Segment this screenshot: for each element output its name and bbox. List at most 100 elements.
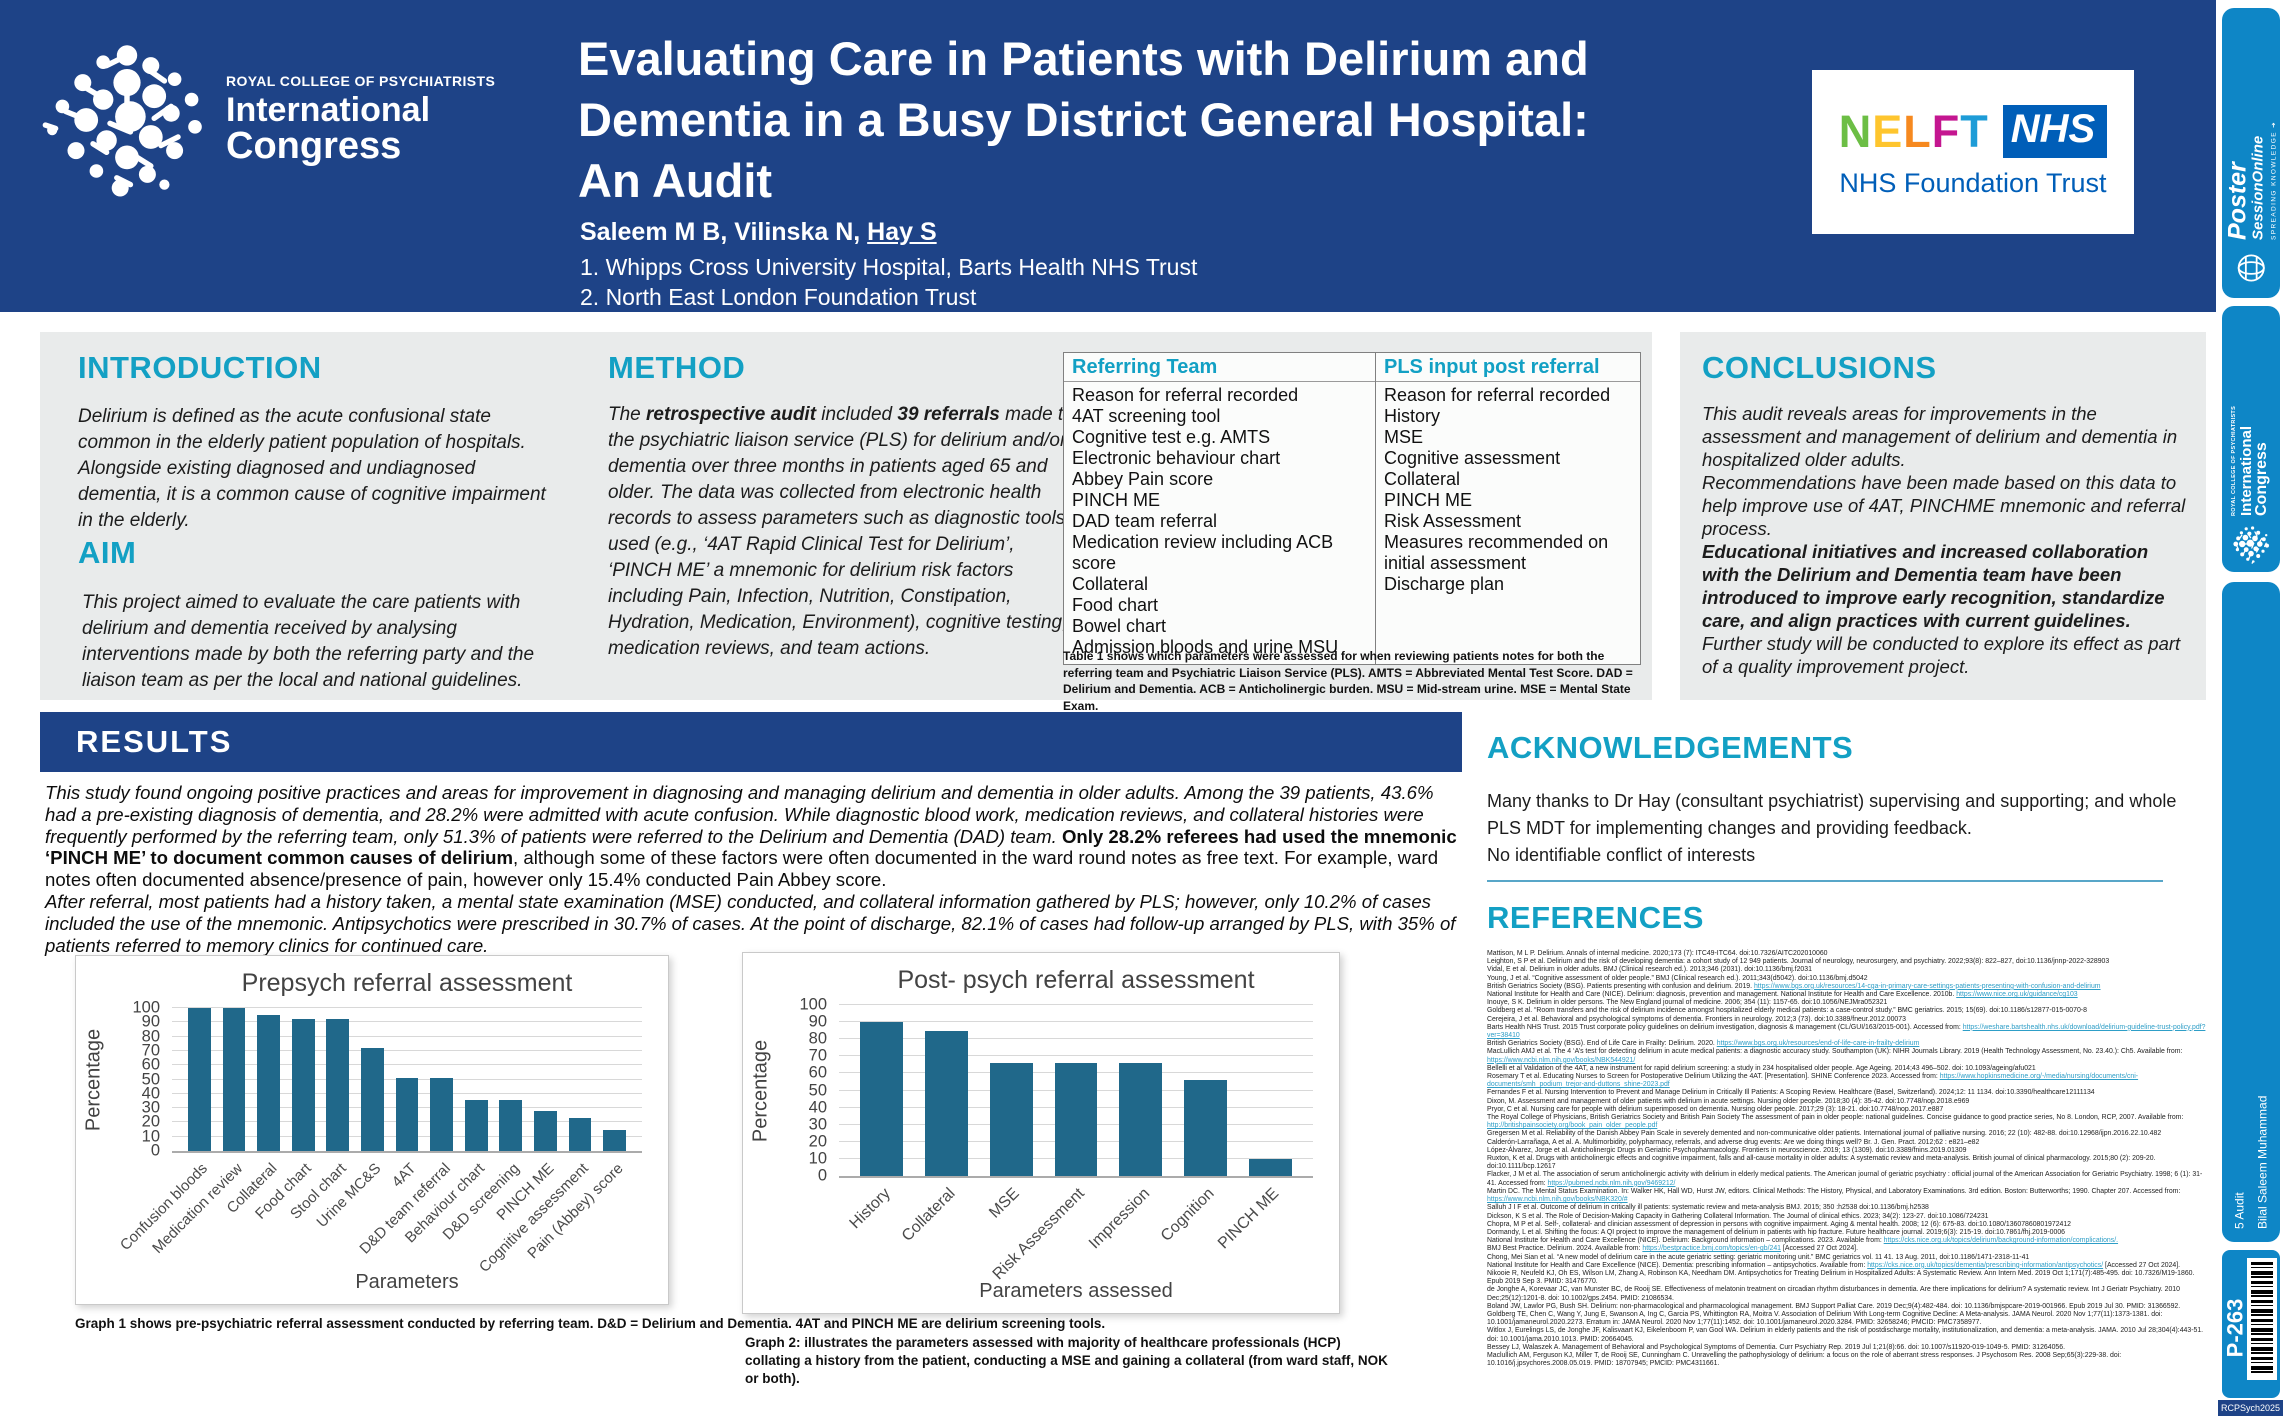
table-cell-line: Reason for referral recorded — [1072, 385, 1299, 405]
conclusions-body: This audit reveals areas for improvement… — [1702, 403, 2186, 677]
table-cell-line: Bowel chart — [1072, 616, 1167, 636]
nelft-nhs-logo: NELFT NHS NHS Foundation Trust — [1812, 70, 2134, 234]
session-label: 5 Audit — [2232, 1192, 2247, 1229]
reference-item: López-Álvarez, Jorge et al. Anticholiner… — [1487, 1146, 1967, 1154]
references-list: Mattison, M L P. Delirium. Annals of int… — [1487, 950, 2211, 1368]
reference-item: Calderón-Larrañaga, A et al. A. Multimor… — [1487, 1138, 1980, 1146]
x-category-label: MSE — [986, 1185, 1024, 1222]
poster-number-badge: P-263 — [2222, 1250, 2280, 1398]
reference-item: National Institute for Health and Care E… — [1487, 1261, 2181, 1269]
gridline — [172, 1021, 642, 1023]
reference-item: National Institute for Health and Care E… — [1487, 1237, 2119, 1245]
reference-item: Nikooie R, Neufeld KJ, Oh ES, Wilson LM,… — [1487, 1269, 2195, 1286]
chart-title: Post- psych referral assessment — [897, 966, 1255, 994]
table-cell-line: PINCH ME — [1072, 490, 1161, 510]
y-tick-label: 90 — [141, 1012, 160, 1031]
chart-bar — [326, 1019, 350, 1151]
congress-badge: ROYAL COLLEGE OF PSYCHIATRISTS Internati… — [2222, 306, 2280, 572]
barcode — [2247, 1258, 2277, 1380]
y-tick-label: 60 — [141, 1055, 160, 1074]
postpsych-bar-chart: Post- psych referral assessment Percentag… — [743, 953, 1339, 1313]
congress-line2: Congress — [226, 125, 402, 168]
reference-item: Vidal, E et al. Delirium in older adults… — [1487, 966, 1812, 974]
method-body: The retrospective audit included 39 refe… — [608, 404, 1074, 659]
reference-item: Bessey LJ, Walaszek A. Management of Beh… — [1487, 1343, 2065, 1351]
congress-line1: International — [226, 90, 431, 129]
chart-y-axis-label: Percentage — [749, 1039, 772, 1142]
table-cell-line: Medication review including ACB score — [1072, 532, 1334, 573]
y-tick-label: 20 — [808, 1132, 827, 1151]
figure-graph1: Prepsych referral assessment Percentage 0 1… — [75, 955, 669, 1305]
nhs-foundation-trust-label: NHS Foundation Trust — [1839, 168, 2107, 198]
y-tick-label: 0 — [817, 1166, 827, 1185]
chart-bar — [1054, 1063, 1098, 1176]
authors-text: Saleem M B, Vilinska N, — [580, 218, 868, 246]
table1: Referring Team Reason for referral recor… — [1063, 352, 1641, 665]
graph1-caption: Graph 1 shows pre-psychiatric referral a… — [75, 1316, 1106, 1331]
chart-bar — [989, 1063, 1033, 1176]
introduction-body: Delirium is defined as the acute confusi… — [78, 406, 546, 531]
gridline — [839, 1038, 1313, 1040]
chart-bar — [360, 1048, 384, 1151]
chart-bar — [1249, 1158, 1292, 1176]
table-cell-line: Food chart — [1072, 595, 1159, 615]
postersession-brand-top: Poster — [2223, 162, 2252, 240]
chart-bar — [257, 1015, 280, 1151]
brain-dots-icon — [2232, 525, 2270, 564]
reference-item: Witlox J, Eurelings LS, de Jonghe JF, Ka… — [1487, 1327, 2204, 1343]
y-tick-label: 60 — [808, 1063, 827, 1082]
chart-bar — [464, 1099, 488, 1151]
table1-pls-column: PLS input post referral Reason for refer… — [1376, 353, 1640, 664]
reference-item: MacLullich AMJ et al. The 4 ‘A’s test fo… — [1487, 1048, 2183, 1064]
postersession-brand-bottom: SessionOnline — [2249, 135, 2267, 240]
results-heading: RESULTS — [76, 724, 233, 759]
brain-dots-icon — [42, 26, 212, 214]
table1-referring-team-cells: Reason for referral recorded 4AT screenin… — [1072, 385, 1367, 658]
conclusions-heading: CONCLUSIONS — [1702, 350, 1937, 385]
chart-bar — [499, 1099, 523, 1151]
reference-item: Dixon, M. Assessment and management of o… — [1487, 1097, 1970, 1105]
y-tick-label: 80 — [808, 1029, 827, 1048]
chart-bar — [430, 1078, 453, 1151]
chart-bar — [291, 1019, 315, 1151]
table-cell-line: PINCH ME — [1384, 490, 1473, 510]
table1-referring-team-column: Referring Team Reason for referral recor… — [1064, 353, 1376, 664]
table-cell-line: Collateral — [1072, 574, 1149, 594]
table-cell-line: Reason for referral recorded — [1384, 385, 1611, 405]
chart-x-axis-label: Parameters assessed — [979, 1280, 1173, 1302]
table1-header-pls: PLS input post referral — [1376, 356, 1640, 382]
table-cell-line: Discharge plan — [1384, 574, 1505, 594]
globe-icon — [2237, 254, 2265, 282]
y-tick-label: 100 — [132, 998, 160, 1017]
table-cell-line: Admission bloods and urine MSU — [1072, 637, 1339, 657]
prepsych-bar-chart: Prepsych referral assessment Percentage 0 1… — [76, 956, 668, 1304]
gridline — [839, 1004, 1313, 1005]
table-cell-line: Cognitive test e.g. AMTS — [1072, 427, 1271, 447]
gridline — [172, 1064, 642, 1066]
header: ROYAL COLLEGE OF PSYCHIATRISTS Internati… — [0, 0, 2216, 312]
reference-item: British Geriatrics Society (BSG). Patien… — [1487, 982, 2101, 990]
acknowledgements-heading: ACKNOWLEDGEMENTS — [1487, 730, 1854, 765]
congress-logo: ROYAL COLLEGE OF PSYCHIATRISTS Internati… — [42, 26, 495, 214]
reference-item: Mattison, M L P. Delirium. Annals of int… — [1487, 950, 1828, 957]
table-cell-line: Electronic behaviour chart — [1072, 448, 1281, 468]
reference-item: Chopra, M P et al. Self-, collateral- an… — [1487, 1220, 2072, 1228]
reference-item: Dickson, K S et al. The Role of Decision… — [1487, 1212, 1989, 1220]
table-cell-line: MSE — [1384, 427, 1424, 447]
reference-item: The Royal College of Physicians, British… — [1487, 1114, 2184, 1130]
table-cell-line: History — [1384, 406, 1441, 426]
reference-item: British Geriatrics Society (BSG). End of… — [1487, 1040, 1920, 1048]
reference-item: Flacker, J M et al. The association of s… — [1487, 1171, 2203, 1187]
presenter-name: Bilal Saleem Muhammad — [2255, 1095, 2270, 1229]
congress-college-label: ROYAL COLLEGE OF PSYCHIATRISTS — [226, 72, 496, 89]
table-cell-line: Cognitive assessment — [1384, 448, 1561, 468]
gridline — [839, 1021, 1313, 1023]
chart-bar — [1184, 1080, 1228, 1176]
poster-title: Evaluating Care in Patients with Deliriu… — [578, 28, 1788, 211]
gridline — [172, 1049, 642, 1051]
y-tick-label: 80 — [141, 1027, 160, 1046]
affiliation-item: 2. North East London Foundation Trust — [580, 284, 977, 310]
reference-item: National Institute for Health and Care (… — [1487, 991, 2078, 999]
reference-item: Pryor, C et al. Nursing care for people … — [1487, 1105, 1944, 1113]
table-cell-line: Abbey Pain score — [1072, 469, 1214, 489]
